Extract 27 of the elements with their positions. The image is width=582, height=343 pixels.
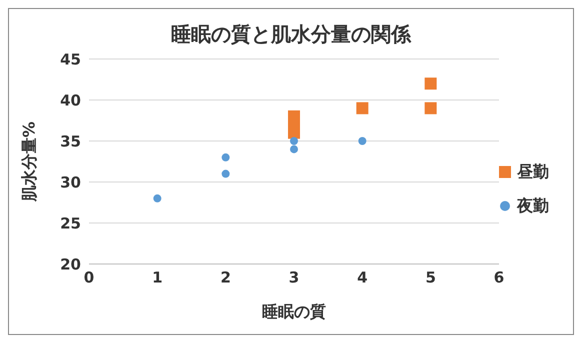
point: [290, 137, 298, 145]
x-tick-label: 2: [220, 268, 231, 287]
x-axis-title: 睡眠の質: [262, 302, 326, 321]
y-axis-title: 肌水分量%: [20, 121, 39, 203]
y-tick-label: 30: [60, 173, 81, 192]
point: [222, 170, 230, 178]
legend-label: 夜勤: [517, 195, 549, 217]
x-tick-label: 4: [357, 268, 368, 287]
legend-label: 昼勤: [517, 161, 549, 183]
point: [153, 194, 162, 202]
y-tick-label: 35: [60, 132, 81, 150]
y-tick-label: 20: [60, 255, 81, 274]
point: [222, 153, 230, 162]
x-tick-label: 3: [288, 268, 300, 287]
point: [424, 78, 437, 90]
point: [356, 102, 368, 114]
x-tick-label: 6: [494, 268, 504, 287]
point: [358, 137, 366, 145]
x-tick-label: 0: [84, 268, 94, 287]
chart-title: 睡眠の質と肌水分量の関係: [170, 21, 412, 48]
x-tick-label: 1: [152, 268, 163, 287]
y-tick-label: 45: [60, 50, 81, 68]
point: [290, 145, 298, 154]
y-tick-label: 25: [60, 214, 81, 232]
x-tick-label: 5: [425, 268, 436, 287]
point: [424, 102, 437, 114]
y-tick-label: 40: [60, 91, 81, 110]
